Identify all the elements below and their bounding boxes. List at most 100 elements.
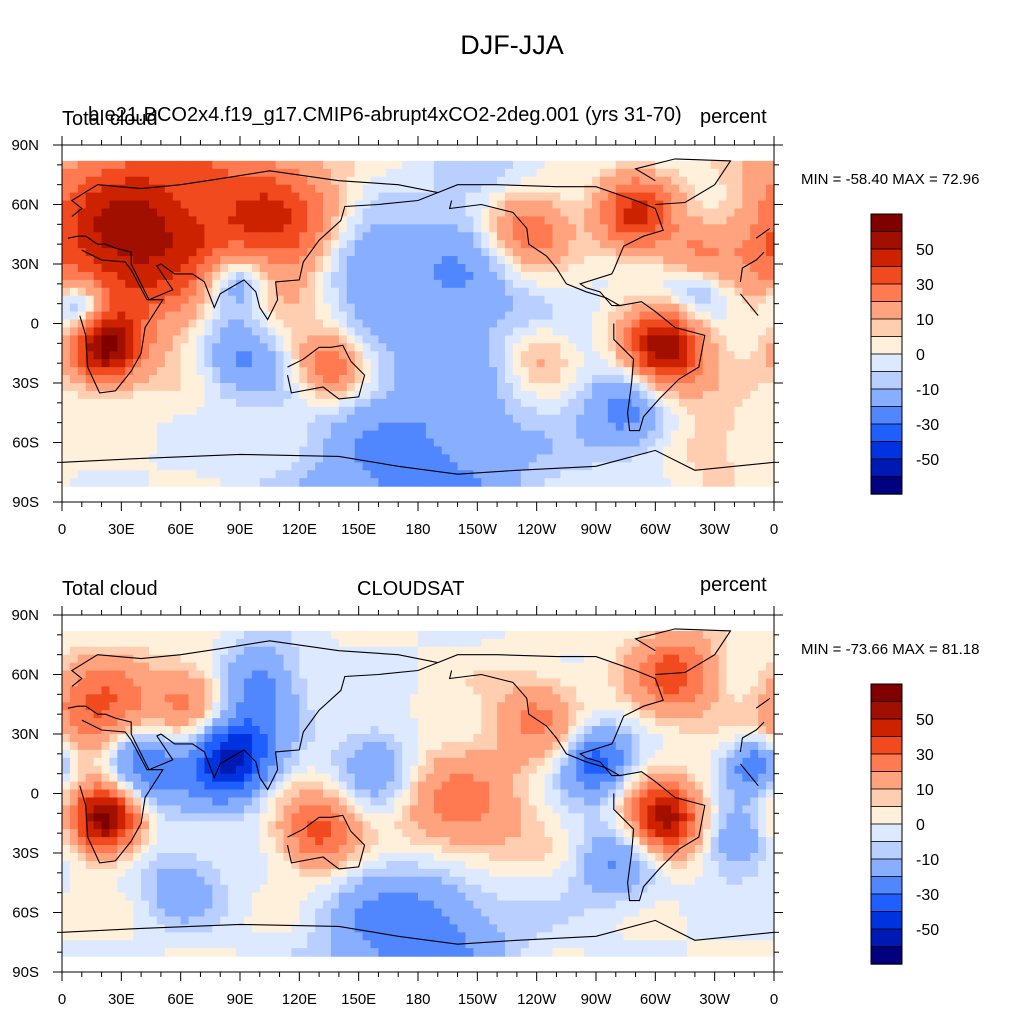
y-tick-label: 60S	[12, 435, 39, 452]
colorbar-box	[870, 388, 903, 408]
panel2-variable-label: Total cloud	[62, 578, 158, 600]
x-tick-label: 0	[58, 991, 66, 1008]
map-panel-1: 0 30E 60E 90E 120E 150E 180 150W 120W 90W 60W 30W 0 9…	[11, 136, 783, 538]
y-tick-label: 60S	[12, 905, 39, 922]
x-tick-label: 60W	[640, 521, 672, 538]
y-tick-label: 90S	[12, 494, 39, 511]
x-tick-label: 150E	[341, 521, 376, 538]
colorbar-box	[870, 231, 903, 250]
colorbar-label: 50	[916, 242, 934, 259]
x-tick-label: 90E	[227, 991, 254, 1008]
y-tick-label: 90S	[12, 964, 39, 981]
colorbar-box	[870, 893, 903, 913]
panel2-minmax: MIN = -73.66 MAX = 81.18	[801, 641, 980, 658]
y-tick-label: 30N	[11, 256, 39, 273]
x-tick-label: 30E	[108, 521, 135, 538]
x-tick-label: 90W	[581, 991, 613, 1008]
colorbar-2: 50 30 10 0 -10 -30 -50	[870, 683, 939, 965]
colorbar-box	[870, 718, 903, 738]
colorbar-box	[870, 248, 903, 268]
colorbar-box	[870, 336, 903, 355]
map-panel-2: 0 30E 60E 90E 120E 150E 180 150W 120W 90W 60W 30W 0 9…	[11, 606, 783, 1008]
panel1-minmax: MIN = -58.40 MAX = 72.96	[801, 171, 980, 188]
colorbar-label: 0	[916, 817, 925, 834]
x-tick-label: 90W	[581, 521, 613, 538]
coastlines	[62, 158, 774, 475]
colorbar-box	[870, 876, 903, 895]
colorbar-box	[870, 476, 903, 495]
colorbar-box	[870, 683, 903, 703]
colorbar-box	[870, 753, 903, 773]
colorbar-box	[870, 911, 903, 930]
colorbar-box	[870, 266, 903, 285]
colorbar-box	[870, 946, 903, 965]
y-tick-label: 90N	[11, 607, 39, 624]
y-tick-label: 60N	[11, 667, 39, 684]
colorbar-1: 50 30 10 0 -10 -30 -50	[870, 213, 939, 495]
y-tick-label: 30S	[12, 845, 39, 862]
panel2-dataset-label: CLOUDSAT	[357, 578, 465, 600]
panel1-units-label: percent	[700, 106, 767, 128]
colorbar-label: 50	[916, 712, 934, 729]
colorbar-label: -30	[916, 887, 939, 904]
colorbar-box	[870, 458, 903, 478]
x-tick-label: 150E	[341, 991, 376, 1008]
cloud-field	[62, 145, 774, 502]
colorbar-box	[870, 371, 903, 390]
panel1-dataset-label: b.e21.BCO2x4.f19_g17.CMIP6-abrupt4xCO2-2…	[88, 104, 682, 126]
colorbar-box	[870, 213, 903, 233]
colorbar-label: 0	[916, 347, 925, 364]
colorbar-box	[870, 806, 903, 825]
y-tick-label: 0	[31, 316, 39, 333]
y-tick-label: 30S	[12, 375, 39, 392]
figure-title: DJF-JJA	[460, 30, 564, 60]
x-tick-label: 60W	[640, 991, 672, 1008]
colorbar-label: -30	[916, 417, 939, 434]
x-tick-label: 180	[405, 991, 430, 1008]
x-tick-label: 120E	[282, 521, 317, 538]
colorbar-box	[870, 736, 903, 755]
x-tick-label: 180	[405, 521, 430, 538]
y-tick-label: 0	[31, 786, 39, 803]
x-tick-label: 60E	[167, 991, 194, 1008]
x-tick-label: 150W	[458, 521, 498, 538]
y-tick-label: 90N	[11, 137, 39, 154]
x-tick-label: 0	[770, 991, 778, 1008]
colorbar-box	[870, 858, 903, 878]
colorbar-box	[870, 353, 903, 373]
x-tick-label: 30E	[108, 991, 135, 1008]
colorbar-label: 10	[916, 312, 934, 329]
x-tick-label: 150W	[458, 991, 498, 1008]
x-tick-label: 120W	[517, 991, 557, 1008]
cloud-field	[62, 615, 774, 972]
panel1-variable-label: Total cloud	[62, 108, 158, 130]
colorbar-box	[870, 441, 903, 460]
colorbar-box	[870, 771, 903, 790]
colorbar-box	[870, 701, 903, 720]
colorbar-label: -50	[916, 922, 939, 939]
coastlines	[62, 628, 774, 945]
panel2-units-label: percent	[700, 574, 767, 596]
colorbar-box	[870, 301, 903, 320]
colorbar-label: 30	[916, 747, 934, 764]
colorbar-box	[870, 823, 903, 843]
x-tick-label: 90E	[227, 521, 254, 538]
colorbar-box	[870, 318, 903, 338]
x-tick-label: 30W	[699, 991, 731, 1008]
colorbar-label: -10	[916, 852, 939, 869]
colorbar-box	[870, 406, 903, 425]
y-tick-label: 60N	[11, 197, 39, 214]
x-tick-label: 30W	[699, 521, 731, 538]
x-tick-label: 120E	[282, 991, 317, 1008]
colorbar-label: -10	[916, 382, 939, 399]
x-tick-label: 60E	[167, 521, 194, 538]
colorbar-label: 30	[916, 277, 934, 294]
x-tick-label: 0	[58, 521, 66, 538]
y-tick-label: 30N	[11, 726, 39, 743]
colorbar-label: 10	[916, 782, 934, 799]
x-tick-label: 0	[770, 521, 778, 538]
colorbar-box	[870, 788, 903, 808]
colorbar-box	[870, 283, 903, 303]
colorbar-label: -50	[916, 452, 939, 469]
